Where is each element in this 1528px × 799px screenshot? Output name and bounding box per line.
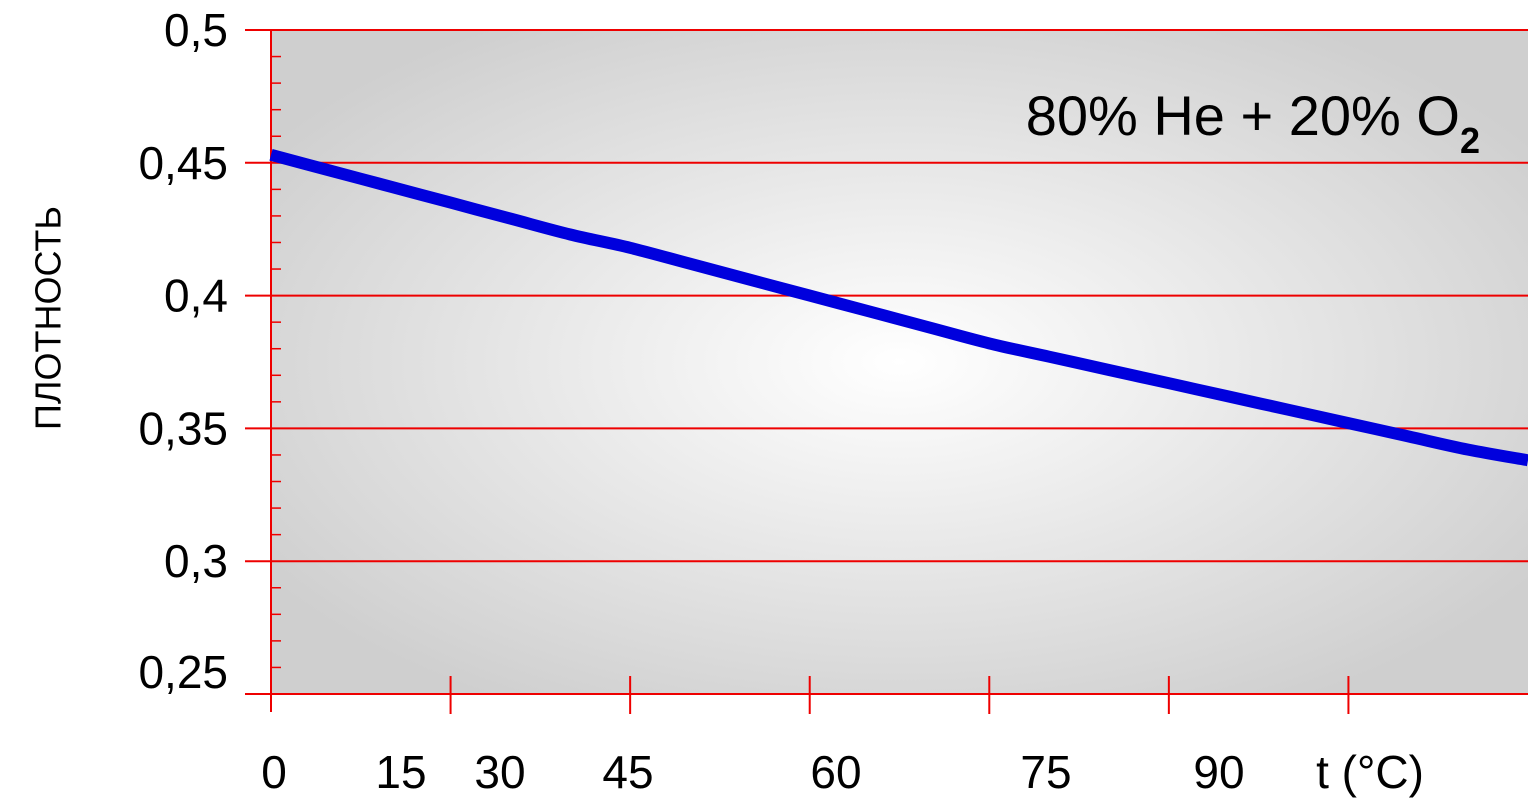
y-tick-label: 0,45 — [138, 137, 228, 189]
minor-ticks — [271, 55, 281, 669]
x-tick-labels: 0 15 30 45 60 75 90 — [261, 746, 1244, 798]
x-tick-label: 90 — [1193, 746, 1244, 798]
y-axis-label: ПЛОТНОСТЬ — [28, 206, 69, 430]
x-tick-label: 75 — [1020, 746, 1071, 798]
x-tick-label: 60 — [810, 746, 861, 798]
y-tick-label: 0,5 — [164, 4, 228, 56]
x-tick-label: 45 — [602, 746, 653, 798]
y-tick-labels: 0,25 0,3 0,35 0,4 0,45 0,5 — [138, 4, 228, 698]
x-tick-label: 30 — [474, 746, 525, 798]
density-curve — [269, 149, 1528, 467]
axes — [270, 30, 1350, 714]
grid-lines — [245, 29, 1528, 695]
x-tick-label: 0 — [261, 746, 287, 798]
x-axis-label: t (°C) — [1316, 746, 1424, 798]
y-tick-label: 0,25 — [138, 646, 228, 698]
mixture-annotation: 80% He + 20% O2 — [1026, 84, 1480, 161]
y-tick-label: 0,4 — [164, 270, 228, 322]
y-tick-label: 0,35 — [138, 402, 228, 454]
mixture-annotation-subscript: 2 — [1460, 120, 1480, 161]
mixture-annotation-text: 80% He + 20% O — [1026, 84, 1460, 147]
x-tick-label: 15 — [375, 746, 426, 798]
plot-area — [271, 30, 1528, 694]
y-tick-label: 0,3 — [164, 535, 228, 587]
